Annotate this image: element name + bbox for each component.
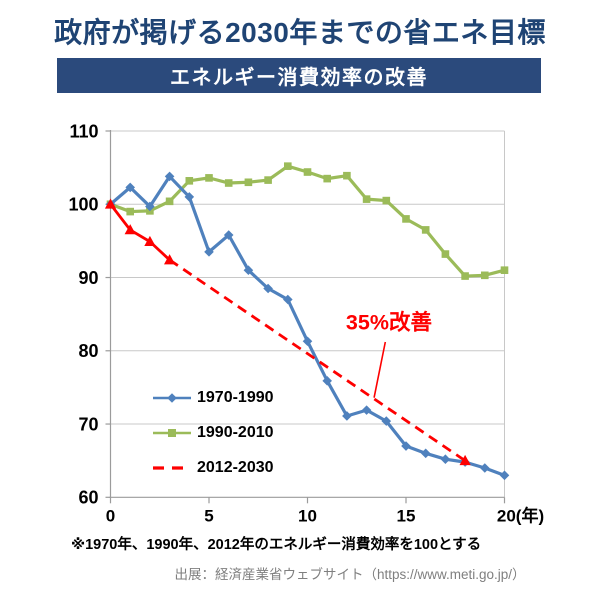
y-tick-label: 80 [78,341,98,361]
data-point-diamond [302,336,313,347]
data-point-diamond [263,283,273,294]
chart-subtitle-banner: エネルギー消費効率の改善 [57,58,541,93]
data-point-square [402,215,410,223]
data-point-diamond [204,247,214,257]
data-point-square [185,177,194,185]
series-line [109,202,172,262]
data-point-diamond [322,376,332,386]
x-tick-label: 5 [204,506,213,525]
annotation-leader-line [373,341,387,398]
x-axis-labels: 0 5 10 15 20(年) [106,505,544,525]
data-point-square [343,171,351,180]
x-tick-label: 0 [106,506,115,525]
legend-swatch-red-dashed-line-icon [153,466,191,470]
legend-swatch-green-line-icon [153,429,191,437]
data-point-square [126,207,134,216]
data-point-square [500,266,509,274]
data-point-diamond [223,230,234,240]
line-chart: 60 70 80 90 100 110 0 5 10 15 20(年) 35%改善 [68,121,544,525]
data-point-square [481,271,489,280]
y-tick-label: 110 [69,121,98,141]
data-point-diamond [342,411,352,421]
legend-item-1990-2010: 1990-2010 [152,422,274,444]
data-point-diamond [381,416,392,426]
data-point-square [244,178,253,187]
data-point-triangle [104,198,117,209]
annotation-35-percent: 35%改善 [346,309,432,398]
data-point-diamond [480,463,490,473]
data-point-diamond [184,192,195,202]
data-point-square [362,195,371,203]
legend-item-1970-1990: 1970-1990 [152,387,274,409]
data-point-square [205,174,213,182]
legend-label: 2012-2030 [197,459,274,476]
chart-legend: 1970-1990 1990-2010 2012-2030 [152,387,274,479]
y-tick-label: 100 [68,195,98,215]
data-point-square [323,174,331,183]
data-point-square [303,168,312,176]
x-tick-label: 15 [397,506,416,525]
data-point-diamond [145,201,155,212]
chart-subtitle-text: エネルギー消費効率の改善 [170,67,428,89]
data-point-triangle [124,224,136,235]
y-tick-label: 90 [78,268,98,288]
data-point-square [264,176,272,184]
data-point-diamond [440,454,451,465]
page-title: 政府が掲げる2030年までの省エネ目標 [54,17,546,48]
x-tick-label: 20(年) [497,505,544,525]
data-point-diamond [283,294,293,305]
x-tick-label: 10 [298,506,317,525]
data-point-diamond [420,448,431,459]
y-tick-label: 60 [78,488,98,508]
data-point-square [165,197,174,206]
annotation-label: 35%改善 [346,309,432,334]
data-point-square [224,179,233,187]
data-point-square [421,226,430,234]
data-point-square [382,196,391,205]
data-point-square [461,272,469,280]
data-point-diamond [164,171,175,182]
legend-label: 1990-2010 [197,424,274,441]
data-point-diamond [401,441,411,451]
y-tick-label: 70 [78,414,98,434]
data-point-diamond [361,405,372,415]
grid-lines [110,130,505,498]
legend-label: 1970-1990 [197,389,274,406]
series-dashed-line [168,258,466,462]
data-point-square [284,162,292,170]
data-point-diamond [243,265,254,275]
chart-footnote: ※1970年、1990年、2012年のエネルギー消費効率を100とする [71,537,482,553]
data-point-triangle [144,235,156,247]
series-2012-2030 [104,198,471,466]
y-axis-labels: 60 70 80 90 100 110 [68,121,98,507]
legend-swatch-blue-line-icon [153,393,191,403]
data-point-triangle [164,254,176,265]
data-point-square [441,250,450,258]
data-point-diamond [499,470,510,481]
source-citation: 出展：経済産業省ウェブサイト（https://www.meti.go.jp/） [174,567,526,582]
legend-item-2012-2030: 2012-2030 [152,457,274,479]
data-point-triangle [459,454,471,466]
